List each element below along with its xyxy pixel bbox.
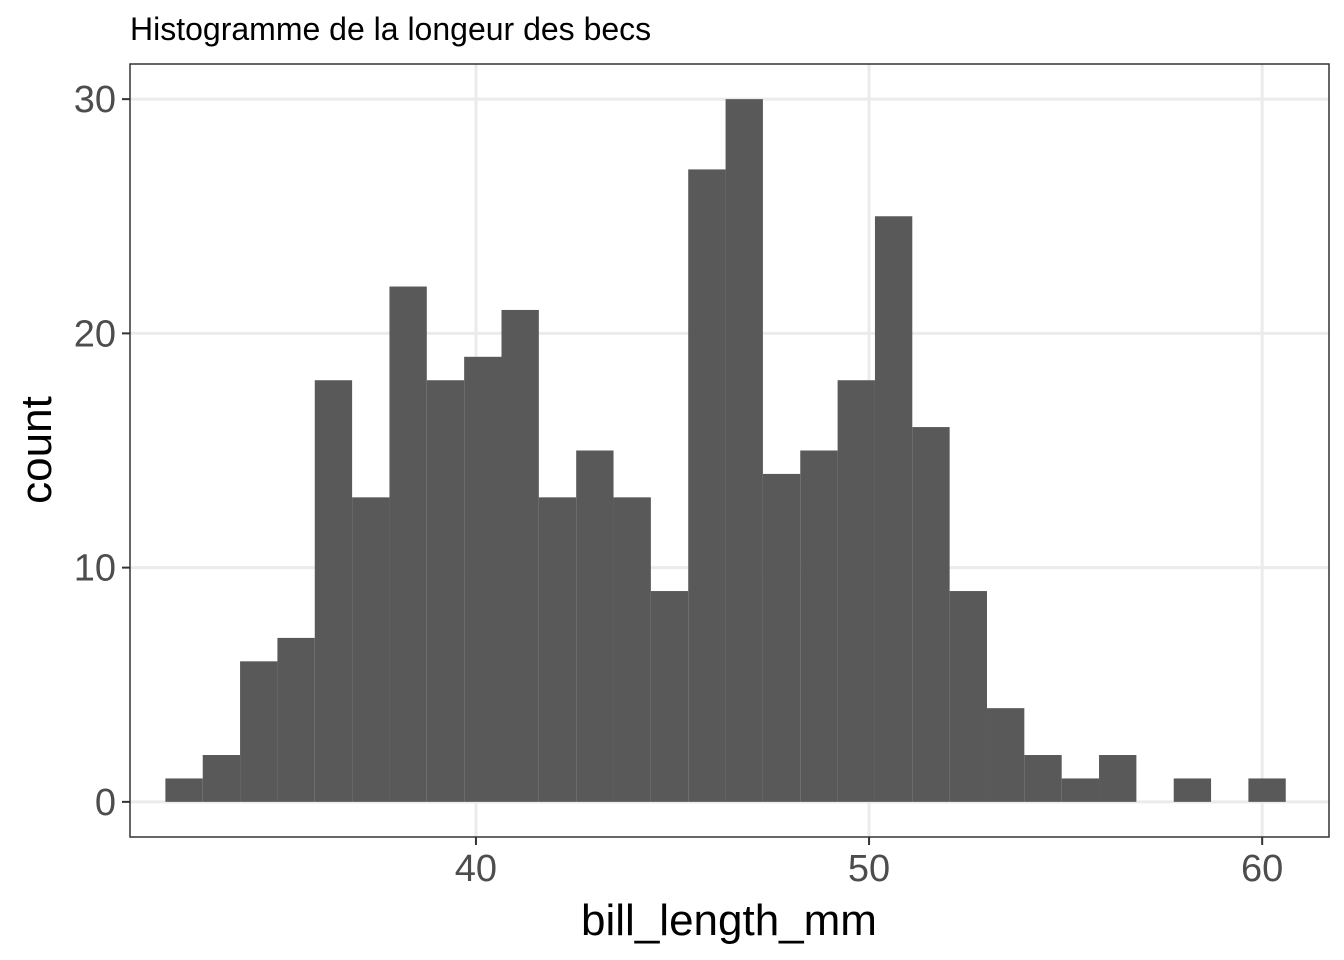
histogram-bar — [277, 637, 315, 802]
histogram-bar — [538, 497, 577, 802]
x-axis-title: bill_length_mm — [581, 896, 877, 945]
histogram-bar — [837, 380, 875, 802]
y-tick-label: 20 — [74, 313, 116, 355]
histogram-bar — [725, 99, 763, 802]
histogram-bar — [352, 497, 390, 802]
x-tick-label: 60 — [1241, 848, 1283, 890]
histogram-bar — [165, 778, 203, 802]
x-tick-label: 50 — [848, 848, 890, 890]
x-tick-label: 40 — [455, 848, 497, 890]
histogram-bar — [650, 591, 689, 802]
y-tick-label: 30 — [74, 79, 116, 121]
plot-panel-border — [129, 63, 1330, 838]
histogram-bar — [464, 356, 502, 802]
y-tick-label: 0 — [95, 782, 116, 824]
histogram-bar — [949, 591, 987, 802]
histogram-bar — [1248, 778, 1286, 802]
histogram-bar — [240, 661, 278, 802]
histogram-bar — [1099, 755, 1137, 802]
y-tick-label: 10 — [74, 548, 116, 590]
histogram-bar — [912, 427, 950, 802]
histogram-bar — [613, 497, 651, 802]
histogram-bar — [1061, 778, 1100, 802]
histogram-bar — [576, 450, 614, 802]
y-axis-title: count — [12, 396, 61, 504]
histogram-bar — [501, 309, 539, 802]
histogram-bars — [165, 99, 1286, 802]
y-axis: 0 10 20 30 — [74, 79, 130, 824]
chart-title: Histogramme de la longeur des becs — [130, 11, 651, 47]
histogram-bar — [800, 450, 838, 802]
histogram-bar — [688, 169, 726, 802]
histogram-bar — [426, 380, 465, 802]
histogram-bar — [1173, 778, 1212, 802]
histogram-bar — [314, 380, 353, 802]
histogram-bar — [986, 708, 1025, 802]
histogram-bar — [202, 755, 241, 802]
histogram-bar — [874, 216, 913, 802]
histogram-bar — [762, 473, 801, 802]
x-axis: 40 50 60 — [455, 837, 1283, 890]
histogram-bar — [389, 286, 427, 802]
histogram-bar — [1024, 755, 1062, 802]
